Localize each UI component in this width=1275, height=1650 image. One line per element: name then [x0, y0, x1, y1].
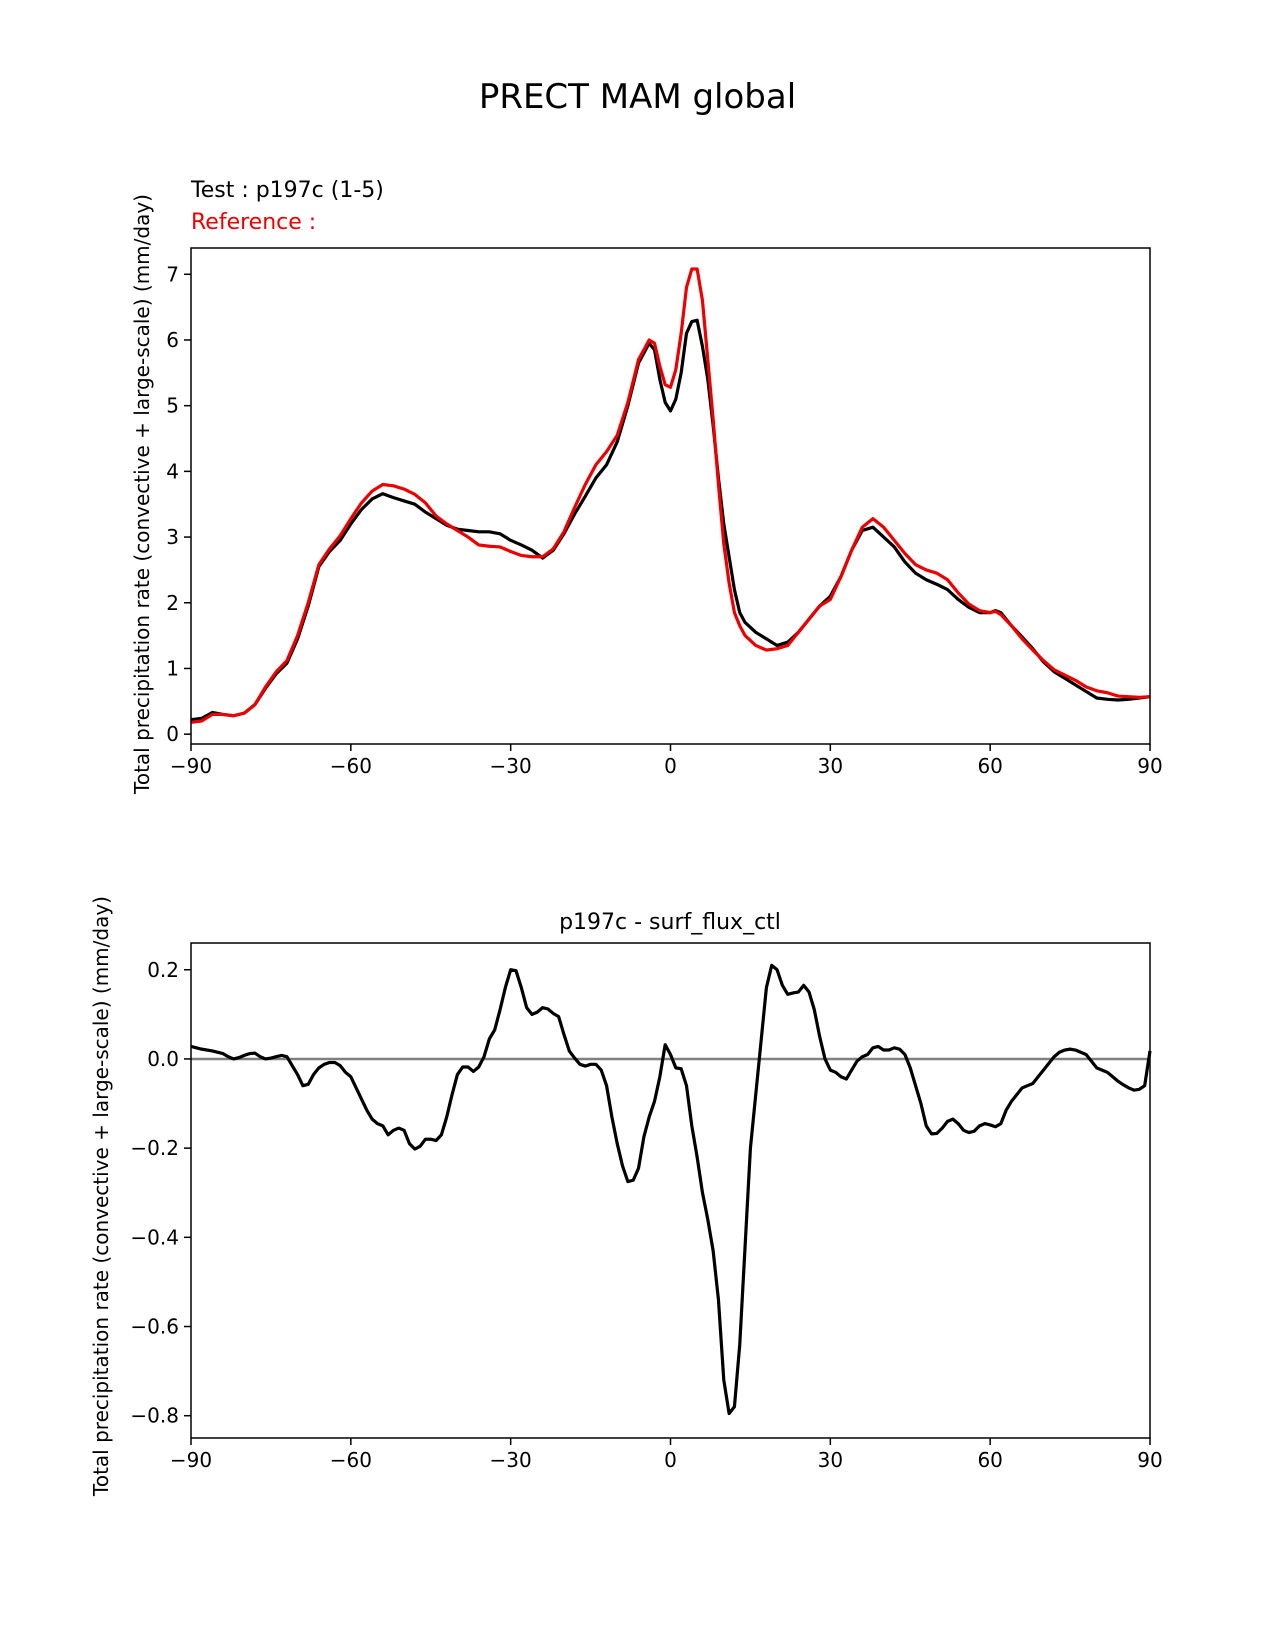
bottom-x-tick-label: −90	[170, 1448, 212, 1472]
top-series-line-1	[190, 267, 1151, 724]
bottom-y-tick-label: −0.4	[130, 1225, 179, 1249]
top-y-tick-label: 5	[166, 394, 179, 418]
bottom-y-tick-label: 0.2	[147, 958, 179, 982]
bottom-y-tick-label: −0.2	[130, 1136, 179, 1160]
top-y-tick-label: 7	[166, 262, 179, 286]
top-y-tick-label: 3	[166, 525, 179, 549]
top-series-line-0	[190, 318, 1151, 722]
figure-title: PRECT MAM global	[479, 77, 796, 117]
bottom-series-group	[190, 963, 1152, 1416]
bottom-y-tick-label: −0.6	[130, 1315, 179, 1339]
bottom-plot-title: p197c - surf_flux_ctl	[559, 910, 781, 935]
bottom-y-tick-label: −0.8	[130, 1404, 179, 1428]
top-y-tick-label: 4	[166, 459, 179, 483]
bottom-x-tick-label: 90	[1137, 1448, 1162, 1472]
top-y-tick-label: 6	[166, 328, 179, 352]
top-x-tick-label: 30	[818, 754, 843, 778]
top-ticks-group: −90 −60 −30 0 30 60 90 0 1 2 3 4 5 6 7	[166, 262, 1162, 778]
top-x-tick-label: 90	[1137, 754, 1162, 778]
bottom-x-tick-label: −30	[490, 1448, 532, 1472]
top-x-tick-label: −90	[170, 754, 212, 778]
top-x-tick-label: 60	[977, 754, 1002, 778]
bottom-x-tick-label: 60	[977, 1448, 1002, 1472]
top-plot-frame	[190, 247, 1151, 745]
bottom-plot-frame	[190, 942, 1151, 1439]
top-x-tick-label: 0	[664, 754, 677, 778]
bottom-x-tick-label: 0	[664, 1448, 677, 1472]
legend-test-label: Test : p197c (1-5)	[190, 178, 384, 203]
bottom-y-axis-label: Total precipitation rate (convective + l…	[89, 896, 113, 1497]
top-y-tick-label: 0	[166, 722, 179, 746]
top-x-tick-label: −60	[330, 754, 372, 778]
top-y-tick-label: 2	[166, 591, 179, 615]
top-y-axis-label: Total precipitation rate (convective + l…	[130, 194, 154, 795]
top-series-group	[190, 267, 1151, 724]
bottom-panel: p197c - surf_flux_ctl Total precipitatio…	[89, 896, 1163, 1497]
bottom-series-line-0	[190, 963, 1152, 1416]
bottom-x-tick-label: −60	[330, 1448, 372, 1472]
bottom-ticks-group: −90 −60 −30 0 30 60 90 0.2 0.0 −0.2 −0.4 −0.6 −0.8	[130, 958, 1162, 1472]
top-y-tick-label: 1	[166, 656, 179, 680]
legend-reference-label: Reference :	[191, 210, 316, 235]
top-x-tick-label: −30	[490, 754, 532, 778]
bottom-y-tick-label: 0.0	[147, 1047, 179, 1071]
bottom-x-tick-label: 30	[818, 1448, 843, 1472]
top-panel: Test : p197c (1-5) Reference : Total pre…	[130, 178, 1163, 795]
